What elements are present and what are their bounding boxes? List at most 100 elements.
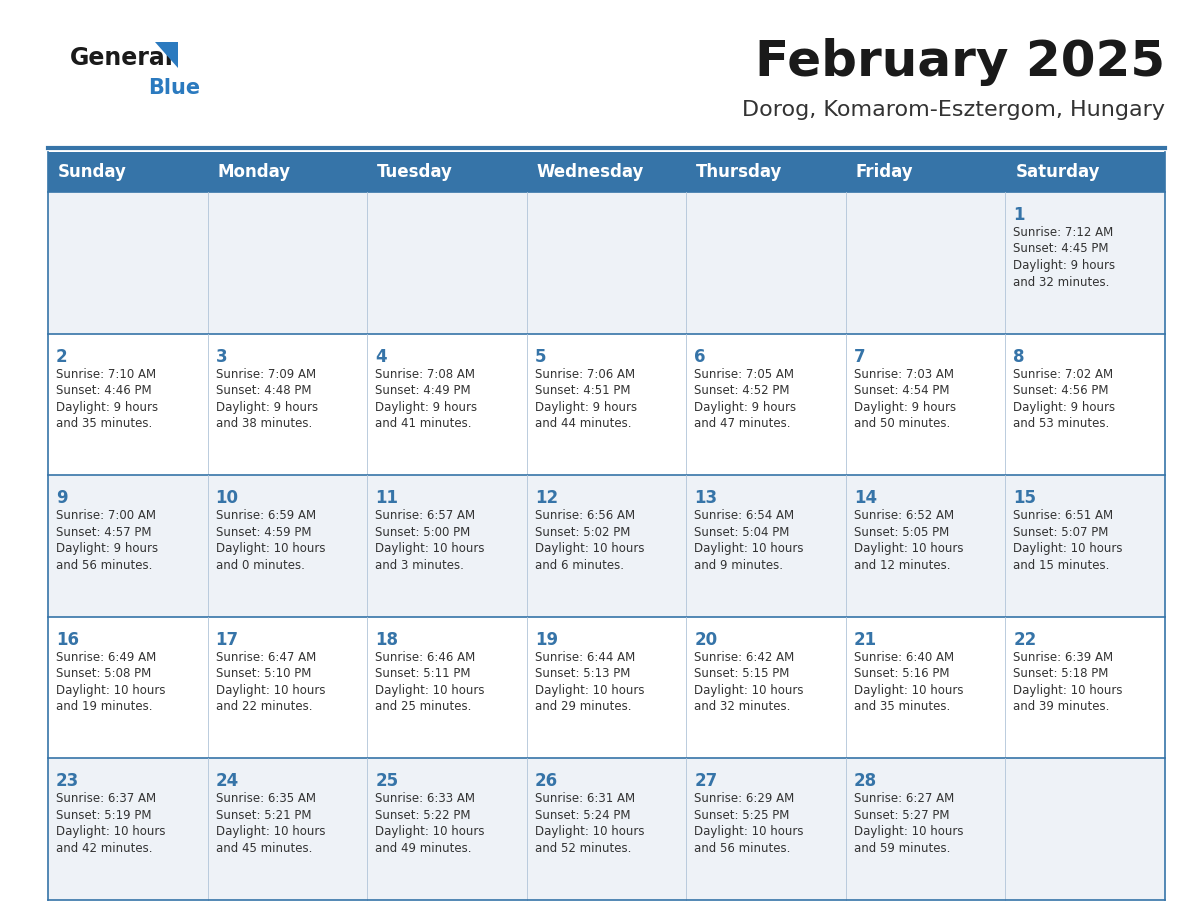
Text: Daylight: 10 hours: Daylight: 10 hours	[694, 825, 804, 838]
Text: Wednesday: Wednesday	[537, 163, 644, 181]
Text: Sunset: 4:57 PM: Sunset: 4:57 PM	[56, 526, 152, 539]
Text: Daylight: 9 hours: Daylight: 9 hours	[535, 400, 637, 414]
Text: Daylight: 9 hours: Daylight: 9 hours	[56, 543, 158, 555]
Text: Sunset: 5:11 PM: Sunset: 5:11 PM	[375, 667, 470, 680]
Text: Daylight: 9 hours: Daylight: 9 hours	[1013, 400, 1116, 414]
Text: and 47 minutes.: and 47 minutes.	[694, 417, 791, 431]
Text: Sunset: 5:10 PM: Sunset: 5:10 PM	[215, 667, 311, 680]
Text: 13: 13	[694, 489, 718, 508]
Text: Sunrise: 6:49 AM: Sunrise: 6:49 AM	[56, 651, 157, 664]
Text: Daylight: 10 hours: Daylight: 10 hours	[1013, 684, 1123, 697]
Text: General: General	[70, 46, 173, 70]
Text: Monday: Monday	[217, 163, 291, 181]
Text: 5: 5	[535, 348, 546, 365]
Text: Sunset: 5:18 PM: Sunset: 5:18 PM	[1013, 667, 1108, 680]
Text: Thursday: Thursday	[696, 163, 783, 181]
Text: and 44 minutes.: and 44 minutes.	[535, 417, 631, 431]
Text: Sunset: 5:13 PM: Sunset: 5:13 PM	[535, 667, 630, 680]
Text: 14: 14	[854, 489, 877, 508]
Text: and 56 minutes.: and 56 minutes.	[694, 842, 791, 855]
Text: Sunset: 4:49 PM: Sunset: 4:49 PM	[375, 384, 470, 397]
Text: Sunrise: 6:44 AM: Sunrise: 6:44 AM	[535, 651, 634, 664]
Text: Sunset: 5:00 PM: Sunset: 5:00 PM	[375, 526, 470, 539]
Text: Daylight: 10 hours: Daylight: 10 hours	[694, 543, 804, 555]
Text: Sunset: 4:45 PM: Sunset: 4:45 PM	[1013, 242, 1108, 255]
Text: Daylight: 10 hours: Daylight: 10 hours	[535, 543, 644, 555]
Text: and 56 minutes.: and 56 minutes.	[56, 559, 152, 572]
Text: Daylight: 10 hours: Daylight: 10 hours	[215, 543, 326, 555]
Text: Sunrise: 7:09 AM: Sunrise: 7:09 AM	[215, 367, 316, 381]
Text: 18: 18	[375, 631, 398, 649]
Text: and 38 minutes.: and 38 minutes.	[215, 417, 311, 431]
Text: Sunset: 5:25 PM: Sunset: 5:25 PM	[694, 809, 790, 822]
Text: and 32 minutes.: and 32 minutes.	[694, 700, 791, 713]
Text: Sunrise: 6:39 AM: Sunrise: 6:39 AM	[1013, 651, 1113, 664]
Text: Sunrise: 6:56 AM: Sunrise: 6:56 AM	[535, 509, 634, 522]
Text: February 2025: February 2025	[754, 38, 1165, 86]
Bar	[48, 758, 1165, 900]
Text: Sunrise: 7:02 AM: Sunrise: 7:02 AM	[1013, 367, 1113, 381]
Text: Dorog, Komarom-Esztergom, Hungary: Dorog, Komarom-Esztergom, Hungary	[742, 100, 1165, 120]
Text: 4: 4	[375, 348, 387, 365]
Text: 2: 2	[56, 348, 68, 365]
Text: and 0 minutes.: and 0 minutes.	[215, 559, 304, 572]
Text: Sunset: 5:02 PM: Sunset: 5:02 PM	[535, 526, 630, 539]
Text: and 35 minutes.: and 35 minutes.	[56, 417, 152, 431]
Text: Sunrise: 6:42 AM: Sunrise: 6:42 AM	[694, 651, 795, 664]
Text: 8: 8	[1013, 348, 1025, 365]
Text: Daylight: 10 hours: Daylight: 10 hours	[215, 825, 326, 838]
Text: Daylight: 10 hours: Daylight: 10 hours	[535, 825, 644, 838]
Text: 11: 11	[375, 489, 398, 508]
Text: Sunrise: 6:57 AM: Sunrise: 6:57 AM	[375, 509, 475, 522]
Text: Sunset: 5:07 PM: Sunset: 5:07 PM	[1013, 526, 1108, 539]
Text: Daylight: 10 hours: Daylight: 10 hours	[854, 543, 963, 555]
Text: and 9 minutes.: and 9 minutes.	[694, 559, 783, 572]
Text: Daylight: 9 hours: Daylight: 9 hours	[854, 400, 956, 414]
Text: Friday: Friday	[855, 163, 914, 181]
Text: and 15 minutes.: and 15 minutes.	[1013, 559, 1110, 572]
Bar	[48, 192, 1165, 333]
Text: Daylight: 10 hours: Daylight: 10 hours	[854, 684, 963, 697]
Text: Sunset: 4:54 PM: Sunset: 4:54 PM	[854, 384, 949, 397]
Text: and 50 minutes.: and 50 minutes.	[854, 417, 950, 431]
Text: Sunrise: 6:54 AM: Sunrise: 6:54 AM	[694, 509, 795, 522]
Text: Sunrise: 6:52 AM: Sunrise: 6:52 AM	[854, 509, 954, 522]
Text: Sunrise: 6:31 AM: Sunrise: 6:31 AM	[535, 792, 634, 805]
Bar	[48, 152, 1165, 192]
Text: Sunset: 5:15 PM: Sunset: 5:15 PM	[694, 667, 790, 680]
Text: 25: 25	[375, 772, 398, 790]
Text: Tuesday: Tuesday	[377, 163, 453, 181]
Text: Sunset: 4:56 PM: Sunset: 4:56 PM	[1013, 384, 1108, 397]
Text: Blue: Blue	[148, 78, 200, 98]
Text: 19: 19	[535, 631, 558, 649]
Bar	[48, 476, 1165, 617]
Text: Daylight: 10 hours: Daylight: 10 hours	[375, 825, 485, 838]
Text: and 35 minutes.: and 35 minutes.	[854, 700, 950, 713]
Text: Daylight: 9 hours: Daylight: 9 hours	[375, 400, 478, 414]
Text: 20: 20	[694, 631, 718, 649]
Text: Daylight: 10 hours: Daylight: 10 hours	[375, 543, 485, 555]
Text: Sunday: Sunday	[58, 163, 127, 181]
Text: and 42 minutes.: and 42 minutes.	[56, 842, 152, 855]
Text: Sunset: 4:48 PM: Sunset: 4:48 PM	[215, 384, 311, 397]
Text: and 19 minutes.: and 19 minutes.	[56, 700, 152, 713]
Text: Sunset: 4:52 PM: Sunset: 4:52 PM	[694, 384, 790, 397]
Text: Sunrise: 6:35 AM: Sunrise: 6:35 AM	[215, 792, 316, 805]
Text: Sunset: 4:51 PM: Sunset: 4:51 PM	[535, 384, 630, 397]
Text: 16: 16	[56, 631, 78, 649]
Text: Sunset: 5:21 PM: Sunset: 5:21 PM	[215, 809, 311, 822]
Text: Sunset: 5:04 PM: Sunset: 5:04 PM	[694, 526, 790, 539]
Text: 7: 7	[854, 348, 866, 365]
Text: 3: 3	[215, 348, 227, 365]
Text: and 39 minutes.: and 39 minutes.	[1013, 700, 1110, 713]
Text: and 29 minutes.: and 29 minutes.	[535, 700, 631, 713]
Text: and 45 minutes.: and 45 minutes.	[215, 842, 312, 855]
Text: Sunrise: 6:27 AM: Sunrise: 6:27 AM	[854, 792, 954, 805]
Text: Sunrise: 7:03 AM: Sunrise: 7:03 AM	[854, 367, 954, 381]
Text: and 32 minutes.: and 32 minutes.	[1013, 275, 1110, 288]
Text: Daylight: 9 hours: Daylight: 9 hours	[1013, 259, 1116, 272]
Text: Sunrise: 6:47 AM: Sunrise: 6:47 AM	[215, 651, 316, 664]
Text: Sunrise: 7:06 AM: Sunrise: 7:06 AM	[535, 367, 634, 381]
Text: Sunrise: 7:12 AM: Sunrise: 7:12 AM	[1013, 226, 1113, 239]
Polygon shape	[154, 42, 178, 68]
